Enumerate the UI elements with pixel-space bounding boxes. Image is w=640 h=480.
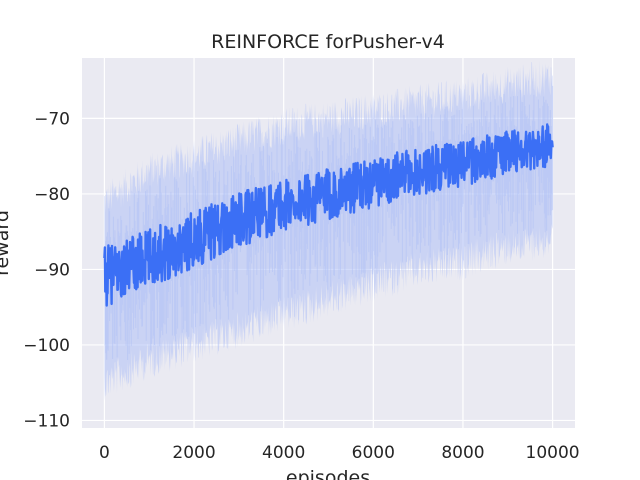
x-tick-label: 10000 — [526, 443, 580, 463]
x-tick-label: 4000 — [262, 443, 305, 463]
x-tick-label: 2000 — [172, 443, 215, 463]
x-tick-labels: 0 2000 4000 6000 8000 10000 — [99, 443, 580, 463]
x-axis-label: episodes — [286, 467, 370, 480]
x-tick-label: 0 — [99, 443, 110, 463]
chart-title: REINFORCE forPusher-v4 — [211, 31, 445, 53]
y-axis-label: reward — [0, 210, 13, 276]
mean-line — [103, 123, 554, 307]
mean-line-path — [103, 123, 554, 307]
y-tick-labels: −110 −100 −90 −80 −70 — [23, 109, 70, 431]
y-tick-label: −80 — [34, 185, 70, 205]
y-tick-label: −110 — [23, 411, 70, 431]
y-tick-label: −100 — [23, 336, 70, 356]
y-tick-label: −90 — [34, 260, 70, 280]
x-tick-label: 8000 — [441, 443, 484, 463]
y-tick-label: −70 — [34, 109, 70, 129]
x-tick-label: 6000 — [352, 443, 395, 463]
